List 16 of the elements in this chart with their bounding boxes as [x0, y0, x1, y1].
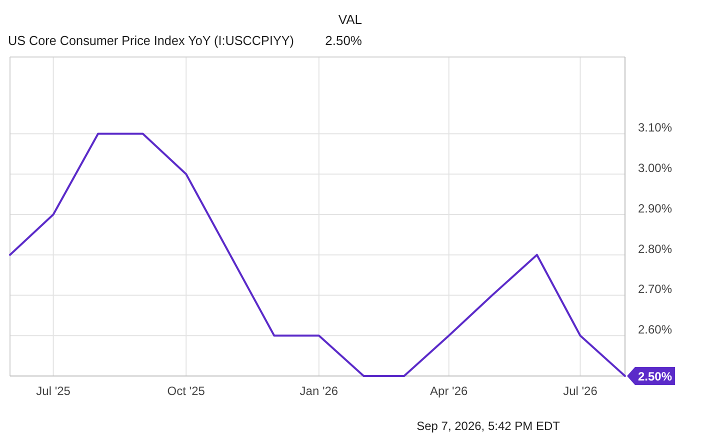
y-tick-label: 2.70%	[638, 282, 672, 296]
text: Sep 7, 2026, 5:42 PM EDT	[416, 419, 561, 433]
y-tick-label: 3.00%	[638, 161, 672, 176]
y-tick-label: 3.10%	[638, 120, 672, 135]
y-tick-label: 2.80%	[638, 242, 672, 256]
x-tick-label: Jan '26	[300, 384, 338, 398]
x-tick-label: Oct '25	[167, 384, 206, 398]
text: 2.50%	[325, 33, 362, 48]
y-tick-label: 2.60%	[638, 322, 672, 337]
x-tick-label: Jul '26	[563, 384, 598, 398]
data-label: 2.50%	[638, 370, 672, 384]
x-tick-label: Apr '26	[430, 384, 468, 398]
x-tick-label: Jul '25	[36, 384, 71, 398]
y-tick-label: 2.90%	[638, 201, 672, 216]
legend-title: VAL	[338, 12, 362, 27]
text: US Core Consumer Price Index YoY (I:USCCPIYY)	[8, 33, 303, 48]
